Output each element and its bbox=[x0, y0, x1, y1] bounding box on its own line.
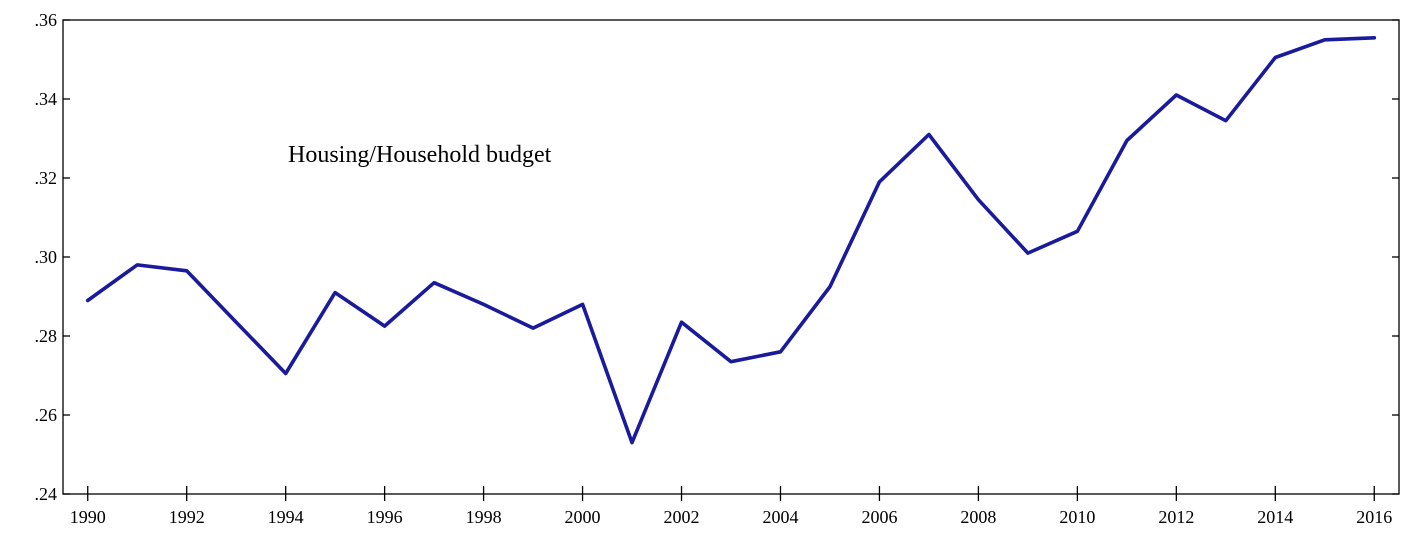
plot-frame bbox=[62, 19, 1400, 495]
x-tick-label: 1998 bbox=[466, 507, 502, 527]
x-tick-label: 2002 bbox=[664, 507, 700, 527]
x-tick-label: 1996 bbox=[367, 507, 403, 527]
y-tick-label: .32 bbox=[35, 168, 58, 188]
y-tick-label: .28 bbox=[35, 326, 58, 346]
y-tick-label: .36 bbox=[35, 10, 58, 30]
y-tick-label: .26 bbox=[35, 405, 58, 425]
series-group bbox=[85, 35, 1377, 445]
x-tick-label: 2008 bbox=[960, 507, 996, 527]
x-tick-label: 2016 bbox=[1356, 507, 1392, 527]
x-tick-label: 2010 bbox=[1059, 507, 1095, 527]
y-axis: .24 .26 .28 .30 .32 .34 .36 bbox=[35, 10, 1399, 504]
x-axis: 1990 1992 1994 1996 1998 2000 2002 2004 2006 2008… bbox=[70, 486, 1392, 527]
y-tick-label: .30 bbox=[35, 247, 58, 267]
x-tick-label: 2006 bbox=[861, 507, 897, 527]
series-line bbox=[85, 35, 1377, 445]
x-tick-label: 1992 bbox=[169, 507, 205, 527]
y-tick-label: .24 bbox=[35, 484, 58, 504]
x-tick-label: 2014 bbox=[1257, 507, 1293, 527]
y-tick-label: .34 bbox=[35, 89, 58, 109]
x-tick-label: 1994 bbox=[268, 507, 304, 527]
x-tick-label: 2012 bbox=[1158, 507, 1194, 527]
x-tick-label: 2004 bbox=[762, 507, 798, 527]
x-tick-label: 2000 bbox=[565, 507, 601, 527]
x-tick-label: 1990 bbox=[70, 507, 106, 527]
chart-annotation: Housing/Household budget bbox=[288, 142, 552, 168]
